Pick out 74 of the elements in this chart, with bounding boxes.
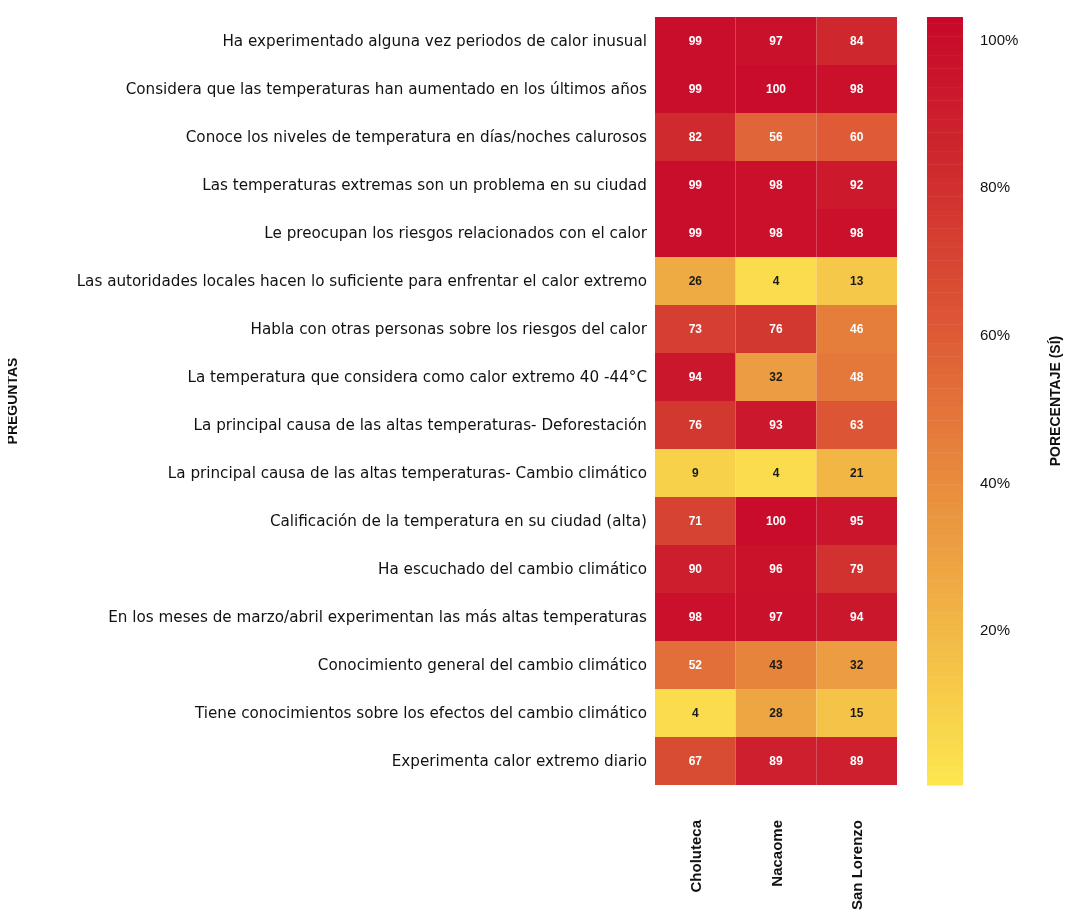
y-tick-label: La principal causa de las altas temperaturas- Cambio climático <box>167 464 647 483</box>
data-label: 98 <box>849 82 864 96</box>
data-label: 92 <box>849 178 864 192</box>
data-label: 15 <box>849 706 864 720</box>
y-tick-label: Las temperaturas extremas son un problema en su ciudad <box>202 176 647 195</box>
data-label: 93 <box>769 418 783 432</box>
y-tick-label: Ha escuchado del cambio climático <box>378 560 647 579</box>
data-label: 98 <box>688 610 703 624</box>
y-tick-label: Ha experimentado alguna vez periodos de calor inusual <box>222 32 647 51</box>
data-label: 21 <box>849 466 864 480</box>
data-label: 100 <box>765 514 787 528</box>
color-bar-label: 40% <box>980 473 1011 491</box>
data-label: 89 <box>769 754 783 768</box>
data-label: 95 <box>849 514 864 528</box>
data-label: 28 <box>769 706 783 720</box>
data-label: 48 <box>849 370 864 384</box>
data-label: 90 <box>688 562 703 576</box>
data-label: 26 <box>688 274 703 288</box>
data-label: 97 <box>769 610 783 624</box>
data-label: 98 <box>769 178 783 192</box>
data-label: 4 <box>772 274 780 288</box>
data-label: 84 <box>849 34 864 48</box>
data-label: 73 <box>688 322 703 336</box>
y-axis-title: PREGUNTAS <box>3 357 20 445</box>
data-label: 4 <box>691 706 699 720</box>
data-label: 82 <box>688 130 703 144</box>
data-label: 98 <box>849 226 864 240</box>
data-label: 60 <box>849 130 864 144</box>
data-label: 71 <box>688 514 703 528</box>
data-label: 4 <box>772 466 780 480</box>
data-label: 99 <box>688 226 703 240</box>
data-label: 79 <box>849 562 864 576</box>
data-label: 99 <box>688 178 703 192</box>
data-label: 32 <box>849 658 864 672</box>
color-bar-label: 80% <box>980 178 1011 196</box>
color-bar-label: 20% <box>980 621 1011 639</box>
data-label: 32 <box>769 370 783 384</box>
y-tick-label: Le preocupan los riesgos relacionados con el calor <box>264 224 648 243</box>
y-tick-label: Tiene conocimientos sobre los efectos del cambio climático <box>194 704 647 723</box>
data-label: 97 <box>769 34 783 48</box>
data-label: 99 <box>688 34 703 48</box>
data-label: 98 <box>769 226 783 240</box>
y-tick-label: Conoce los niveles de temperatura en días/noches calurosos <box>185 128 648 147</box>
data-label: 94 <box>849 610 864 624</box>
color-bar-label: 60% <box>980 326 1011 344</box>
data-label: 9 <box>691 466 699 480</box>
data-label: 56 <box>769 130 783 144</box>
y-tick-label: La temperatura que considera como calor extremo 40 -44°C <box>187 368 647 387</box>
x-tick-label: Choluteca <box>686 819 704 893</box>
x-tick-label: San Lorenzo <box>848 820 866 911</box>
data-label: 76 <box>769 322 783 336</box>
data-label: 67 <box>688 754 703 768</box>
data-label: 89 <box>849 754 864 768</box>
data-label: 76 <box>688 418 703 432</box>
y-tick-label: Considera que las temperaturas han aumentado en los últimos años <box>125 80 648 99</box>
data-label: 100 <box>765 82 787 96</box>
y-tick-label: Experimenta calor extremo diario <box>391 752 647 771</box>
y-tick-label: La principal causa de las altas temperaturas- Deforestación <box>193 416 647 435</box>
data-label: 43 <box>769 658 783 672</box>
data-label: 52 <box>688 658 703 672</box>
data-label: 46 <box>849 322 864 336</box>
y-tick-label: Habla con otras personas sobre los riesgos del calor <box>250 320 648 339</box>
x-tick-label: Nacaome <box>767 820 785 887</box>
data-label: 63 <box>849 418 864 432</box>
y-tick-label: Las autoridades locales hacen lo suficiente para enfrentar el calor extremo <box>76 272 647 291</box>
y-tick-label: Conocimiento general del cambio climático <box>317 656 647 675</box>
color-bar-title: PORECENTAJE (SÍ) <box>1047 335 1063 467</box>
y-tick-label: En los meses de marzo/abril experimentan las más altas temperaturas <box>108 608 648 627</box>
data-label: 13 <box>849 274 864 288</box>
data-label: 94 <box>688 370 703 384</box>
data-label: 96 <box>769 562 783 576</box>
color-bar-label: 100% <box>980 30 1019 48</box>
data-label: 99 <box>688 82 703 96</box>
y-tick-label: Calificación de la temperatura en su ciudad (alta) <box>269 512 647 531</box>
